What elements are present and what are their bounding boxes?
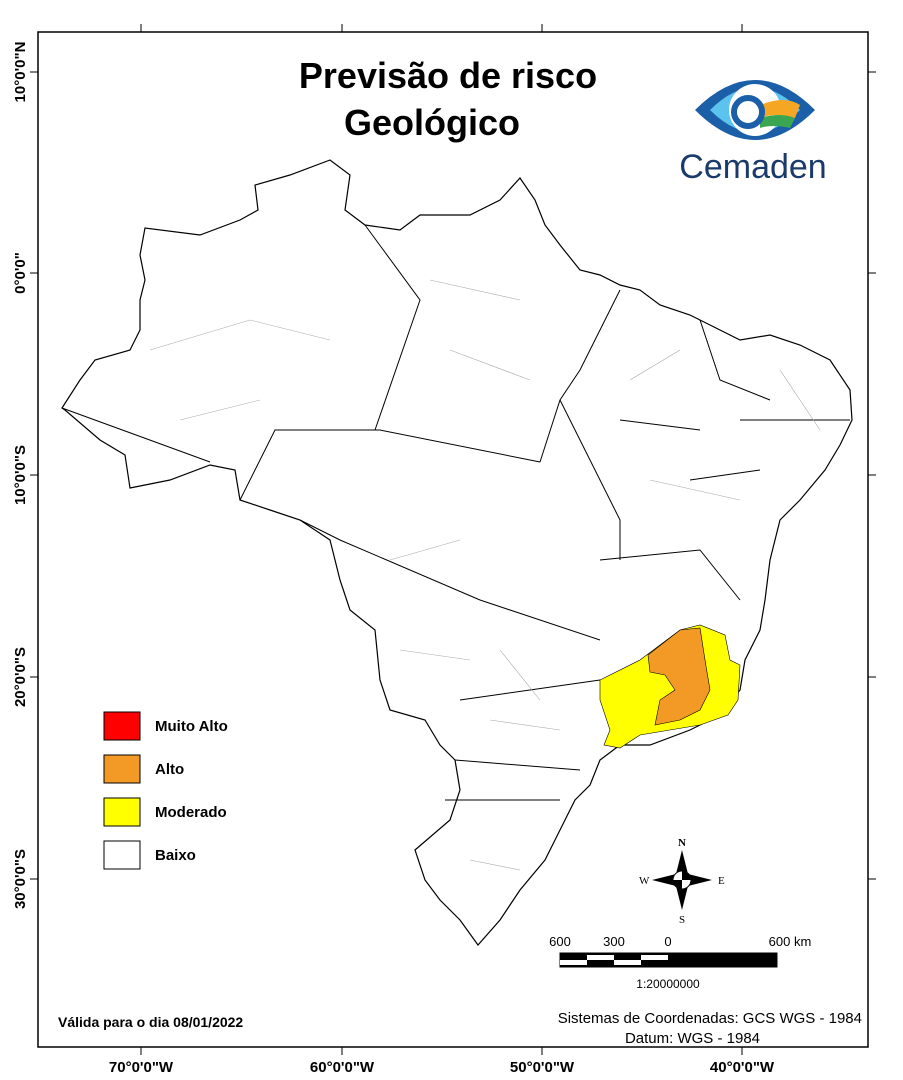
logo: Cemaden <box>679 80 827 186</box>
legend-swatch <box>103 711 141 741</box>
scale-label: 600 km <box>769 934 812 949</box>
compass-label: N <box>678 837 686 849</box>
validity-date: Válida para o dia 08/01/2022 <box>58 1014 243 1030</box>
compass <box>652 850 712 910</box>
legend-label: Alto <box>155 761 184 778</box>
longitude-label: 70°0'0"W <box>109 1059 174 1076</box>
state-borders <box>61 224 850 801</box>
longitude-label: 50°0'0"W <box>510 1059 575 1076</box>
scale-bar <box>559 952 778 968</box>
scale-ratio: 1:20000000 <box>636 977 700 991</box>
legend-label: Moderado <box>155 804 227 821</box>
scale-label: 600 <box>549 934 571 949</box>
compass-label: W <box>639 875 650 887</box>
latitude-label: 20°0'0"S <box>12 647 29 707</box>
axes: 70°0'0"W 60°0'0"W 50°0'0"W 40°0'0"W 10°0'0"N… <box>12 24 876 1076</box>
municipal-borders <box>149 279 821 871</box>
latitude-label: 30°0'0"S <box>12 849 29 909</box>
country-outline <box>61 159 853 946</box>
region-moderado <box>599 624 741 749</box>
latitude-label: 10°0'0"S <box>12 445 29 505</box>
compass-label: S <box>679 914 685 926</box>
legend-label: Baixo <box>155 847 196 864</box>
map-title: Previsão de risco <box>299 55 597 96</box>
legend: Muito Alto Alto Moderado Baixo <box>103 711 228 870</box>
scale-label: 0 <box>664 934 671 949</box>
coordinate-system: Sistemas de Coordenadas: GCS WGS - 1984 <box>558 1010 862 1027</box>
longitude-label: 40°0'0"W <box>710 1059 775 1076</box>
legend-swatch <box>103 797 141 827</box>
scale-label: 300 <box>603 934 625 949</box>
legend-swatch <box>103 840 141 870</box>
latitude-label: 10°0'0"N <box>12 42 29 103</box>
legend-swatch <box>103 754 141 784</box>
legend-label: Muito Alto <box>155 718 228 735</box>
coordinate-datum: Datum: WGS - 1984 <box>625 1030 760 1047</box>
compass-label: E <box>718 875 725 887</box>
latitude-label: 0°0'0" <box>12 252 29 294</box>
longitude-label: 60°0'0"W <box>310 1059 375 1076</box>
map-title: Geológico <box>344 102 520 143</box>
logo-text: Cemaden <box>679 148 826 186</box>
region-alto <box>647 627 711 726</box>
